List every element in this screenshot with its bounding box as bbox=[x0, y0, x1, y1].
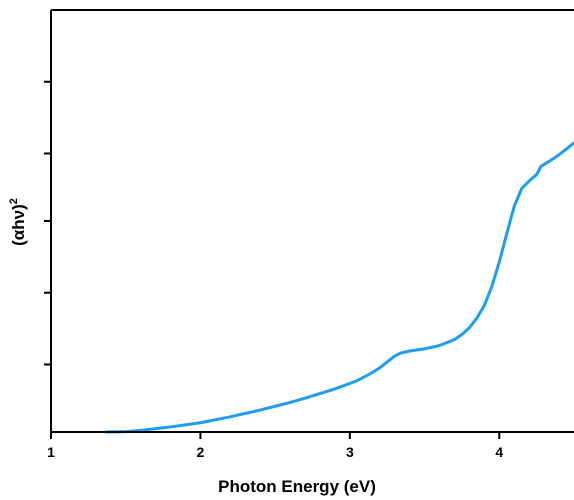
x-tick-label-3: 4 bbox=[495, 444, 503, 460]
x-tick-label-1: 2 bbox=[197, 444, 205, 460]
y-axis-title: (αhν)2 bbox=[8, 198, 28, 246]
plot-area bbox=[104, 141, 574, 434]
x-tick-label-0: 1 bbox=[47, 444, 55, 460]
x-tick-label-2: 3 bbox=[346, 444, 354, 460]
x-axis-title: Photon Energy (eV) bbox=[218, 477, 376, 496]
y-axis-title-superscript: 2 bbox=[8, 198, 20, 204]
axes: 1 2 3 4 bbox=[44, 9, 574, 460]
series-line-0 bbox=[104, 141, 574, 434]
y-axis-title-base: (αhν) bbox=[9, 204, 28, 246]
